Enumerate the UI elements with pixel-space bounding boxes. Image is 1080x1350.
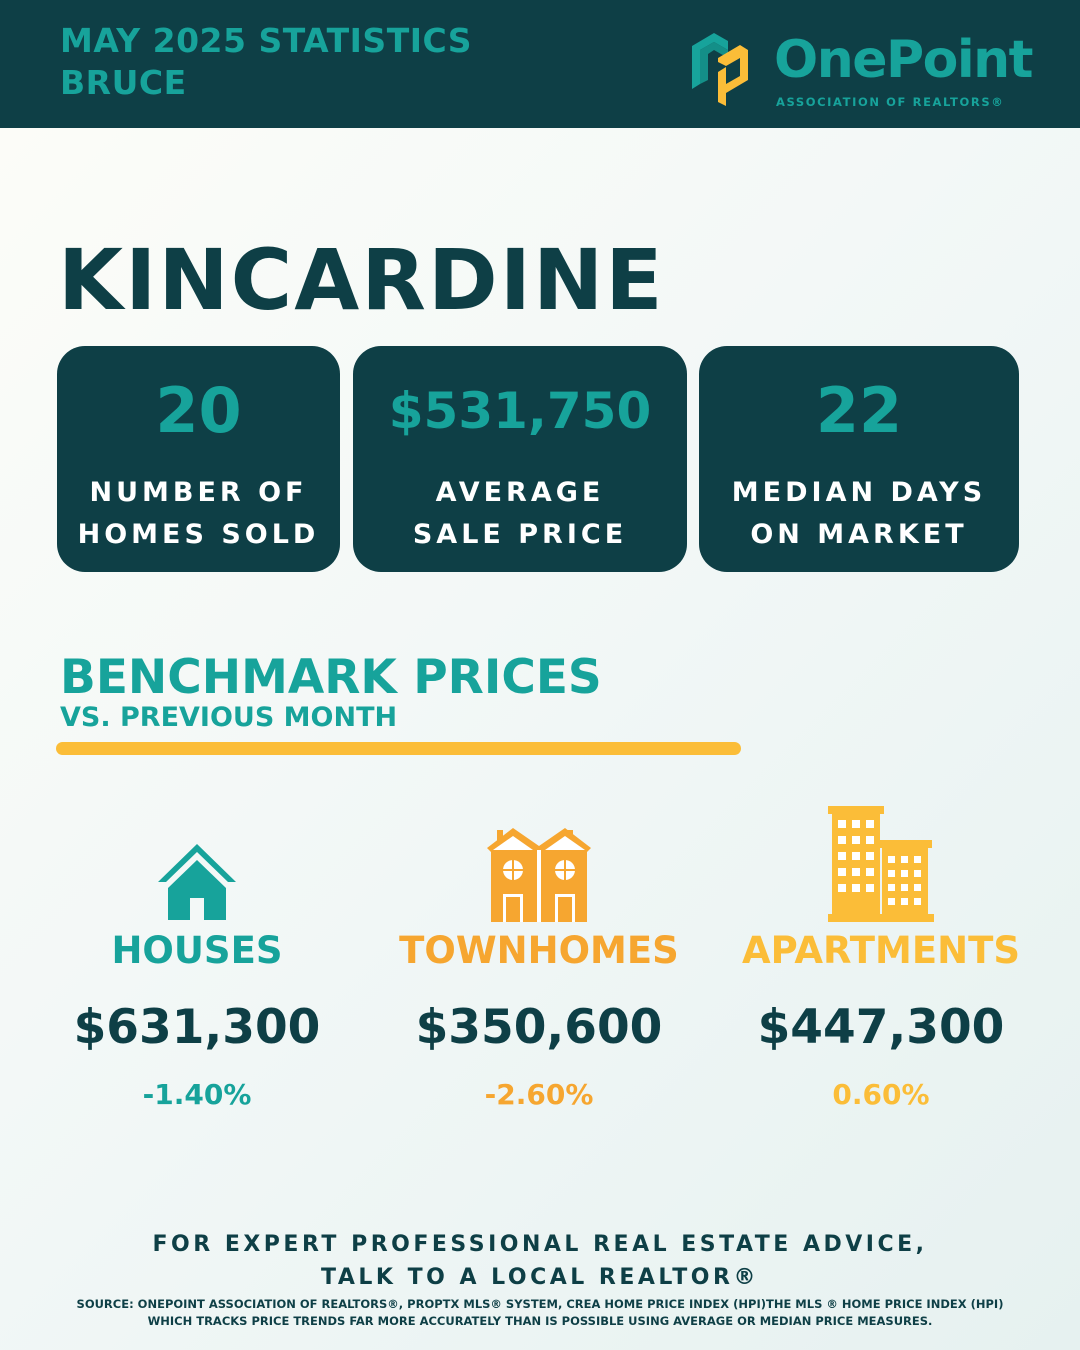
benchmark-apartments: APARTMENTS $447,300 0.60% xyxy=(711,800,1051,1112)
source-note: SOURCE: ONEPOINT ASSOCIATION OF REALTORS… xyxy=(76,1297,1004,1328)
stat-value: 22 xyxy=(815,374,903,447)
benchmark-price: $447,300 xyxy=(757,1000,1005,1055)
cta-line1: FOR EXPERT PROFESSIONAL REAL ESTATE ADVI… xyxy=(152,1232,928,1257)
apartment-icon xyxy=(828,806,934,922)
stat-label: NUMBER OF HOMES SOLD xyxy=(77,477,320,550)
benchmark-change: -2.60% xyxy=(484,1078,594,1111)
benchmark-change: 0.60% xyxy=(832,1078,930,1111)
onepoint-logo-icon xyxy=(692,33,748,106)
benchmark-label: APARTMENTS xyxy=(741,929,1020,972)
header-bar: MAY 2025 STATISTICS BRUCE OnePoint ASSOC… xyxy=(0,0,1080,128)
benchmark-subtitle: VS. PREVIOUS MONTH xyxy=(60,702,398,733)
logo-subtitle: ASSOCIATION OF REALTORS® xyxy=(776,95,1005,109)
footer-call-to-action: FOR EXPERT PROFESSIONAL REAL ESTATE ADVI… xyxy=(0,1228,1080,1294)
stat-label: AVERAGE SALE PRICE xyxy=(412,477,628,550)
cta-line2: TALK TO A LOCAL REALTOR® xyxy=(321,1265,759,1290)
stat-value: $531,750 xyxy=(388,382,652,440)
logo-name: OnePoint xyxy=(774,30,1034,90)
benchmark-price: $631,300 xyxy=(73,1000,321,1055)
townhome-icon xyxy=(487,828,591,922)
benchmark-price: $350,600 xyxy=(415,1000,663,1055)
benchmark-divider xyxy=(56,742,741,755)
house-icon xyxy=(158,844,236,920)
onepoint-logo: OnePoint ASSOCIATION OF REALTORS® xyxy=(684,28,1034,112)
benchmark-label: TOWNHOMES xyxy=(399,929,679,972)
stat-value: 20 xyxy=(155,374,242,447)
benchmark-title: BENCHMARK PRICES xyxy=(60,650,602,705)
benchmark-townhomes: TOWNHOMES $350,600 -2.60% xyxy=(369,800,709,1112)
header-title: MAY 2025 STATISTICS BRUCE xyxy=(60,20,472,104)
header-title-line2: BRUCE xyxy=(60,63,187,102)
stat-card-homes-sold: 20 NUMBER OF HOMES SOLD xyxy=(57,346,340,572)
header-title-line1: MAY 2025 STATISTICS xyxy=(60,21,473,60)
stat-card-median-days: 22 MEDIAN DAYS ON MARKET xyxy=(699,346,1019,572)
benchmark-houses: HOUSES $631,300 -1.40% xyxy=(27,800,367,1112)
city-title: KINCARDINE xyxy=(58,231,665,329)
benchmark-change: -1.40% xyxy=(142,1078,252,1111)
benchmark-label: HOUSES xyxy=(111,929,283,972)
stat-label: MEDIAN DAYS ON MARKET xyxy=(731,477,987,550)
stat-card-average-price: $531,750 AVERAGE SALE PRICE xyxy=(353,346,687,572)
